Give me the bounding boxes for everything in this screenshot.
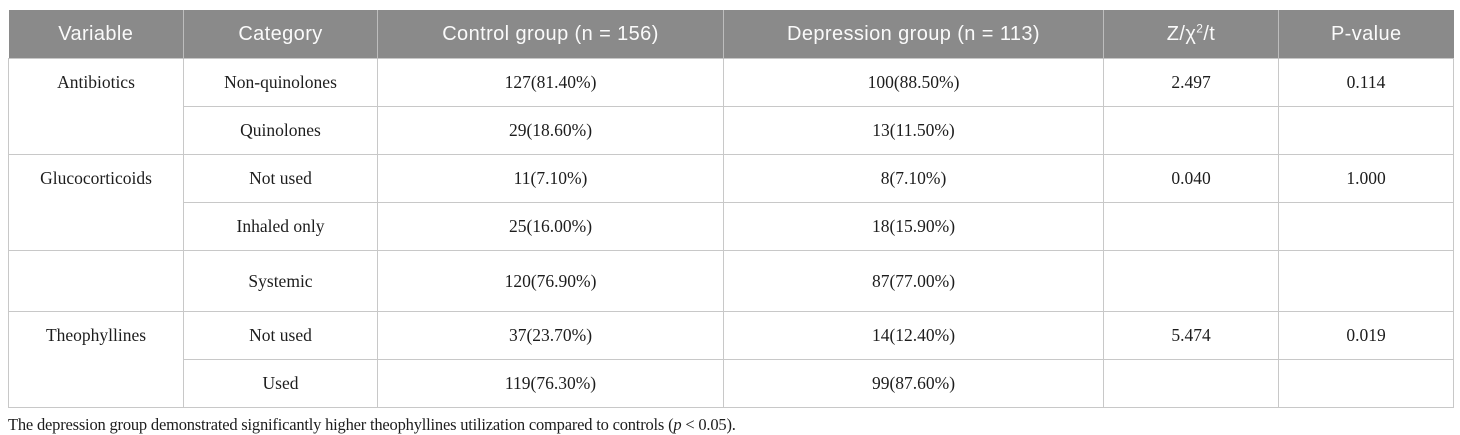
cell-control-value: 127(81.40%)	[377, 58, 724, 107]
cell-category: Non-quinolones	[183, 58, 378, 107]
footnote-text: < 0.05).	[681, 415, 736, 434]
cell-pvalue	[1278, 359, 1454, 408]
cell-pvalue	[1278, 106, 1454, 155]
cell-depression-value: 87(77.00%)	[723, 250, 1104, 312]
cell-depression-value: 18(15.90%)	[723, 202, 1104, 251]
cell-depression-value: 8(7.10%)	[723, 154, 1104, 203]
cell-statistic-value: 0.040	[1103, 154, 1279, 203]
cell-pvalue	[1278, 202, 1454, 251]
cell-pvalue: 1.000	[1278, 154, 1454, 203]
medication-statistics-table: Variable Category Control group (n = 156…	[8, 10, 1454, 408]
footnote-p-symbol: p	[673, 415, 682, 434]
cell-category: Not used	[183, 154, 378, 203]
cell-variable	[8, 250, 184, 312]
table-row: Glucocorticoids Not used 11(7.10%) 8(7.1…	[8, 154, 1454, 251]
table-row: Used 119(76.30%) 99(87.60%)	[9, 359, 1454, 408]
cell-pvalue: 0.114	[1278, 58, 1454, 107]
cell-control-value: 29(18.60%)	[377, 106, 724, 155]
cell-pvalue: 0.019	[1278, 311, 1454, 360]
cell-category: Inhaled only	[183, 202, 378, 251]
footnote-text: The depression group demonstrated signif…	[8, 415, 674, 434]
col-header-statistic: Z/χ2/t	[1103, 10, 1279, 59]
cell-variable: Glucocorticoids	[8, 154, 184, 251]
cell-depression-value: 13(11.50%)	[723, 106, 1104, 155]
statistic-label-prefix: Z/χ	[1166, 22, 1197, 45]
cell-control-value: 11(7.10%)	[377, 154, 724, 203]
col-header-control-group: Control group (n = 156)	[377, 10, 724, 59]
col-header-depression-group: Depression group (n = 113)	[723, 10, 1104, 59]
cell-variable: Antibiotics	[8, 58, 184, 155]
col-header-pvalue: P-value	[1278, 10, 1454, 59]
cell-depression-value: 14(12.40%)	[723, 311, 1104, 360]
cell-control-value: 120(76.90%)	[377, 250, 724, 312]
col-header-category: Category	[183, 10, 378, 59]
cell-statistic-value	[1103, 106, 1279, 155]
cell-statistic-value	[1103, 202, 1279, 251]
cell-variable: Theophyllines	[8, 311, 184, 408]
cell-statistic-value	[1103, 359, 1279, 408]
table-row: Antibiotics Non-quinolones 127(81.40%) 1…	[8, 58, 1454, 155]
table-row: Quinolones 29(18.60%) 13(11.50%)	[9, 106, 1454, 155]
col-header-variable: Variable	[8, 10, 184, 59]
cell-category: Used	[183, 359, 378, 408]
statistic-label-suffix: /t	[1203, 22, 1216, 45]
table-footnote: The depression group demonstrated signif…	[8, 415, 1453, 435]
cell-category: Not used	[183, 311, 378, 360]
cell-category: Systemic	[183, 250, 378, 312]
statistic-superscript: 2	[1196, 20, 1204, 35]
cell-depression-value: 99(87.60%)	[723, 359, 1104, 408]
cell-control-value: 25(16.00%)	[377, 202, 724, 251]
cell-statistic-value	[1103, 250, 1279, 312]
cell-statistic-value: 2.497	[1103, 58, 1279, 107]
table-row: Inhaled only 25(16.00%) 18(15.90%)	[9, 202, 1454, 251]
cell-pvalue	[1278, 250, 1454, 312]
cell-category: Quinolones	[183, 106, 378, 155]
cell-statistic-value: 5.474	[1103, 311, 1279, 360]
header-row: Variable Category Control group (n = 156…	[8, 10, 1454, 59]
table-row: Theophyllines Not used 37(23.70%) 14(12.…	[8, 311, 1454, 408]
cell-depression-value: 100(88.50%)	[723, 58, 1104, 107]
cell-control-value: 119(76.30%)	[377, 359, 724, 408]
cell-control-value: 37(23.70%)	[377, 311, 724, 360]
table-row: Systemic 120(76.90%) 87(77.00%)	[8, 250, 1454, 312]
